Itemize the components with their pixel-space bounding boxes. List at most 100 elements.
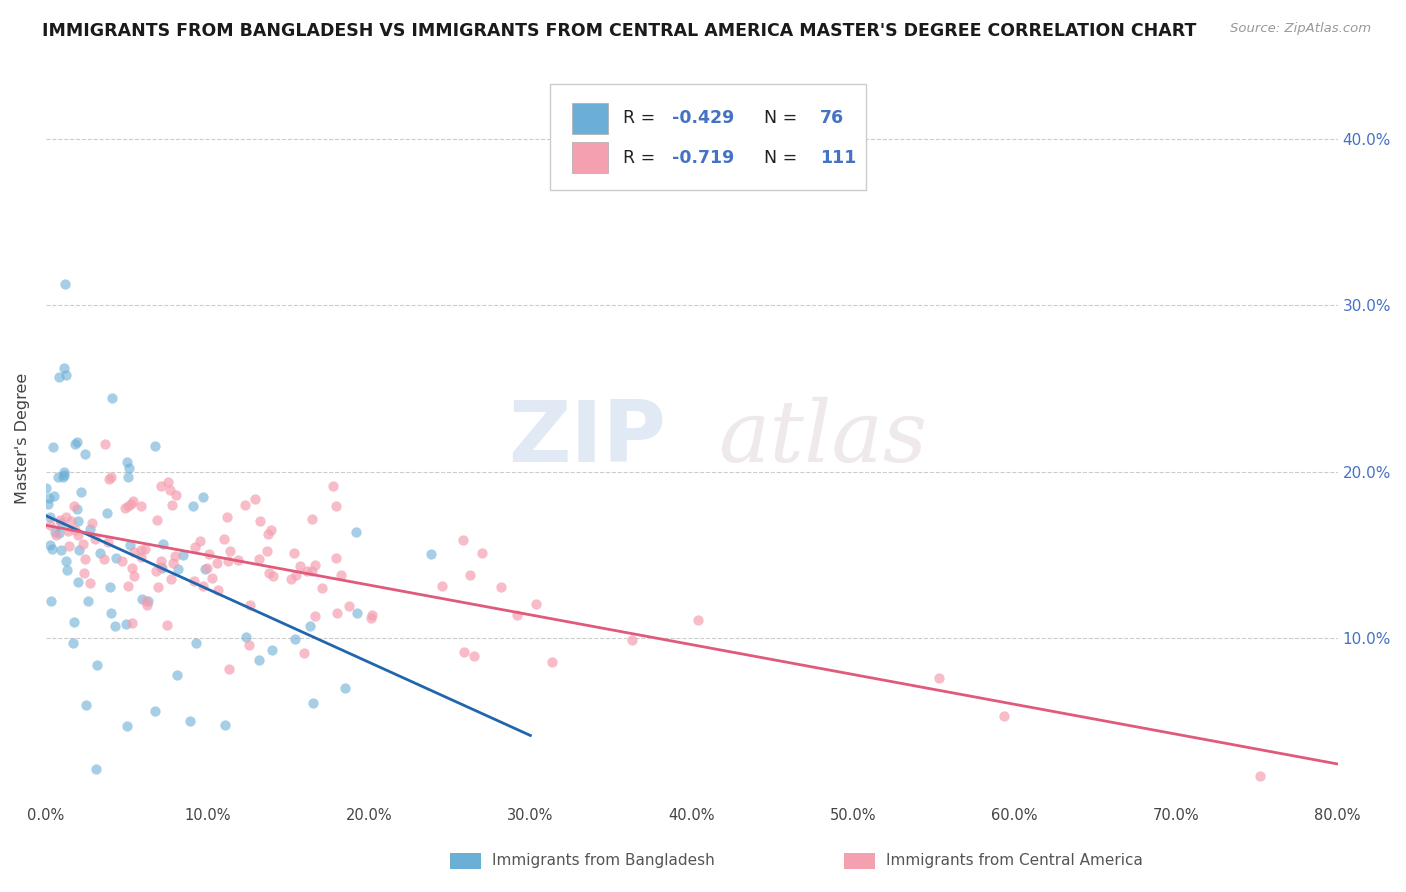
Point bbox=[361, 608, 384, 623]
Point bbox=[55, 554, 77, 568]
Point bbox=[93, 552, 115, 566]
Point bbox=[262, 643, 284, 657]
Text: N =: N = bbox=[752, 110, 803, 128]
Point bbox=[288, 559, 311, 574]
Point bbox=[928, 671, 950, 685]
Point bbox=[233, 498, 256, 512]
Point bbox=[280, 572, 302, 586]
Point bbox=[121, 615, 143, 630]
Point bbox=[179, 714, 201, 728]
Point bbox=[197, 561, 219, 575]
FancyBboxPatch shape bbox=[550, 84, 866, 190]
Text: IMMIGRANTS FROM BANGLADESH VS IMMIGRANTS FROM CENTRAL AMERICA MASTER'S DEGREE CO: IMMIGRANTS FROM BANGLADESH VS IMMIGRANTS… bbox=[42, 22, 1197, 40]
Point bbox=[89, 546, 111, 560]
Point bbox=[159, 483, 181, 497]
Point bbox=[39, 509, 62, 524]
Text: N =: N = bbox=[752, 150, 803, 168]
Point bbox=[152, 537, 174, 551]
FancyBboxPatch shape bbox=[572, 103, 607, 134]
Point bbox=[129, 542, 152, 557]
Point bbox=[197, 547, 219, 561]
Point bbox=[52, 468, 75, 483]
Point bbox=[150, 554, 173, 568]
Point bbox=[72, 537, 94, 551]
Point bbox=[93, 436, 115, 450]
Point bbox=[65, 436, 87, 450]
Point bbox=[256, 527, 278, 541]
Point bbox=[184, 540, 207, 554]
Point bbox=[83, 532, 105, 546]
Point bbox=[325, 551, 347, 566]
Point bbox=[66, 501, 89, 516]
Point bbox=[131, 592, 153, 607]
Point bbox=[620, 633, 643, 648]
Point bbox=[98, 580, 121, 594]
Point bbox=[55, 368, 77, 382]
Point bbox=[219, 544, 242, 558]
Point bbox=[76, 594, 98, 608]
Point bbox=[98, 472, 121, 486]
Point bbox=[238, 638, 260, 652]
Point bbox=[249, 514, 271, 528]
Point bbox=[993, 708, 1015, 723]
Point bbox=[160, 499, 183, 513]
Point bbox=[226, 553, 249, 567]
Point bbox=[295, 564, 318, 578]
Point bbox=[52, 361, 75, 376]
Text: Immigrants from Bangladesh: Immigrants from Bangladesh bbox=[492, 854, 714, 868]
Point bbox=[284, 632, 307, 647]
FancyBboxPatch shape bbox=[572, 143, 607, 173]
Point bbox=[121, 561, 143, 575]
Point bbox=[346, 606, 368, 620]
Point bbox=[136, 598, 159, 612]
Point bbox=[326, 606, 349, 620]
Point bbox=[37, 497, 59, 511]
Point bbox=[101, 391, 124, 405]
Point bbox=[38, 518, 60, 533]
Point bbox=[183, 574, 205, 588]
Point bbox=[201, 571, 224, 585]
Point bbox=[188, 534, 211, 549]
Text: -0.429: -0.429 bbox=[672, 110, 735, 128]
Point bbox=[172, 548, 194, 562]
Point bbox=[1249, 769, 1271, 783]
Point bbox=[60, 514, 83, 528]
Point bbox=[75, 551, 97, 566]
Point bbox=[49, 516, 72, 531]
Point bbox=[84, 762, 107, 776]
Text: 76: 76 bbox=[820, 110, 844, 128]
Point bbox=[311, 581, 333, 595]
Point bbox=[118, 461, 141, 475]
Point bbox=[149, 479, 172, 493]
Y-axis label: Master's Degree: Master's Degree bbox=[15, 373, 30, 504]
Point bbox=[330, 567, 353, 582]
Point bbox=[135, 594, 157, 608]
Point bbox=[451, 533, 474, 547]
Point bbox=[52, 470, 75, 484]
Point bbox=[299, 619, 322, 633]
Text: Source: ZipAtlas.com: Source: ZipAtlas.com bbox=[1230, 22, 1371, 36]
Point bbox=[419, 547, 441, 561]
Point bbox=[337, 599, 360, 614]
Point bbox=[162, 556, 184, 570]
Point bbox=[294, 646, 316, 660]
Point bbox=[167, 562, 190, 576]
Point bbox=[360, 611, 382, 625]
Point bbox=[325, 500, 347, 514]
Point bbox=[62, 500, 84, 514]
Point bbox=[257, 566, 280, 580]
Point bbox=[117, 499, 139, 513]
Point bbox=[96, 506, 118, 520]
Point bbox=[458, 567, 481, 582]
Point bbox=[148, 580, 170, 594]
Point bbox=[48, 370, 70, 384]
Point bbox=[39, 594, 62, 608]
Point bbox=[463, 649, 485, 664]
Point bbox=[471, 546, 494, 560]
Point bbox=[114, 500, 136, 515]
Point bbox=[166, 667, 188, 681]
Point bbox=[56, 524, 79, 538]
Point bbox=[285, 568, 308, 582]
Point bbox=[304, 609, 326, 624]
Point bbox=[160, 572, 183, 586]
